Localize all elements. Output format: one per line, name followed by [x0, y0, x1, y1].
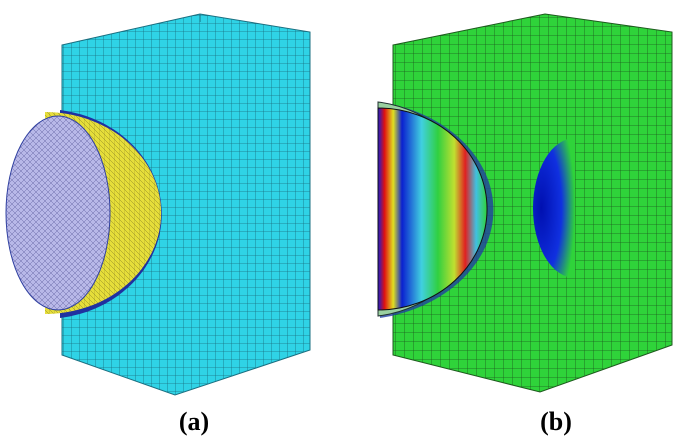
panel-a: [5, 13, 311, 396]
panel-b: [377, 13, 673, 393]
mesh-block: [392, 13, 673, 393]
panel-label: (b): [540, 407, 572, 436]
panel-label: (a): [179, 407, 209, 436]
cut-face: [5, 115, 111, 311]
cut-face: [377, 107, 488, 311]
stress-spot: [533, 138, 575, 278]
